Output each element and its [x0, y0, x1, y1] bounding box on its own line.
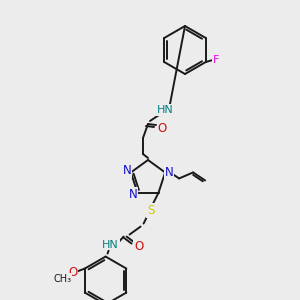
- Text: O: O: [158, 122, 166, 134]
- Text: N: N: [129, 188, 138, 201]
- Text: N: N: [165, 166, 173, 179]
- Text: F: F: [213, 55, 219, 65]
- Text: O: O: [134, 240, 143, 253]
- Text: S: S: [147, 204, 154, 217]
- Text: HN: HN: [157, 105, 173, 115]
- Text: N: N: [122, 164, 131, 177]
- Text: CH₃: CH₃: [54, 274, 72, 284]
- Text: O: O: [68, 266, 77, 279]
- Text: HN: HN: [102, 240, 119, 250]
